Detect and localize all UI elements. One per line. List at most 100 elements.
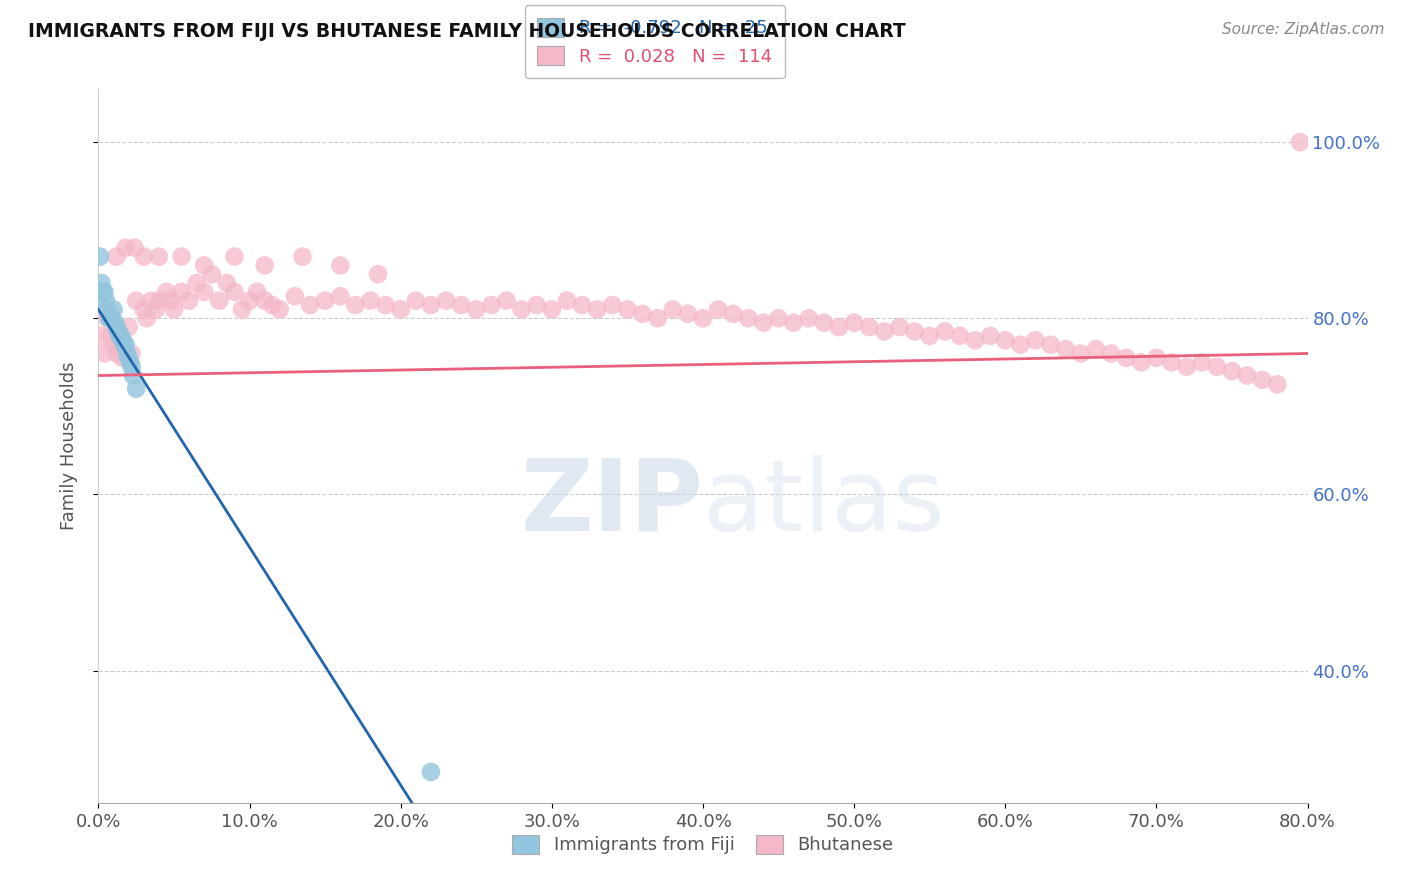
Point — [135, 311, 157, 326]
Point — [193, 285, 215, 299]
Point — [215, 276, 238, 290]
Point — [262, 298, 284, 312]
Point — [1236, 368, 1258, 383]
Point — [481, 298, 503, 312]
Point — [246, 285, 269, 299]
Point — [108, 329, 131, 343]
Point — [111, 333, 134, 347]
Point — [329, 289, 352, 303]
Point — [889, 320, 911, 334]
Point — [170, 250, 193, 264]
Point — [145, 302, 167, 317]
Point — [367, 267, 389, 281]
Point — [110, 329, 132, 343]
Text: atlas: atlas — [703, 455, 945, 551]
Point — [602, 298, 624, 312]
Point — [1160, 355, 1182, 369]
Point — [208, 293, 231, 308]
Point — [132, 250, 155, 264]
Point — [904, 325, 927, 339]
Point — [269, 302, 291, 317]
Point — [125, 382, 148, 396]
Point — [692, 311, 714, 326]
Point — [1191, 355, 1213, 369]
Point — [1010, 337, 1032, 351]
Point — [1024, 333, 1046, 347]
Point — [389, 302, 412, 317]
Point — [101, 311, 124, 326]
Point — [148, 250, 170, 264]
Point — [103, 302, 125, 317]
Point — [540, 302, 562, 317]
Point — [121, 359, 143, 374]
Point — [114, 337, 136, 351]
Point — [1099, 346, 1122, 360]
Point — [813, 316, 835, 330]
Point — [112, 337, 135, 351]
Point — [132, 302, 155, 317]
Point — [616, 302, 638, 317]
Point — [1175, 359, 1198, 374]
Point — [586, 302, 609, 317]
Point — [105, 346, 128, 360]
Point — [107, 325, 129, 339]
Point — [1070, 346, 1092, 360]
Point — [291, 250, 314, 264]
Point — [873, 325, 896, 339]
Point — [155, 285, 177, 299]
Point — [450, 298, 472, 312]
Y-axis label: Family Households: Family Households — [59, 362, 77, 530]
Point — [111, 351, 134, 365]
Point — [737, 311, 759, 326]
Point — [193, 259, 215, 273]
Point — [121, 346, 143, 360]
Point — [160, 293, 183, 308]
Text: ZIP: ZIP — [520, 455, 703, 551]
Point — [360, 293, 382, 308]
Point — [858, 320, 880, 334]
Point — [1130, 355, 1153, 369]
Point — [1267, 377, 1289, 392]
Point — [96, 302, 118, 317]
Point — [148, 293, 170, 308]
Point — [420, 764, 443, 779]
Point — [768, 311, 790, 326]
Point — [844, 316, 866, 330]
Point — [163, 302, 186, 317]
Point — [104, 316, 127, 330]
Point — [434, 293, 457, 308]
Point — [90, 276, 112, 290]
Point — [141, 293, 163, 308]
Point — [374, 298, 396, 312]
Point — [797, 311, 820, 326]
Point — [90, 329, 112, 343]
Point — [98, 311, 121, 326]
Point — [105, 250, 128, 264]
Point — [1251, 373, 1274, 387]
Point — [105, 320, 128, 334]
Point — [170, 285, 193, 299]
Point — [707, 302, 730, 317]
Point — [495, 293, 517, 308]
Point — [124, 241, 146, 255]
Point — [1289, 135, 1312, 149]
Point — [100, 329, 122, 343]
Point — [344, 298, 367, 312]
Point — [93, 346, 115, 360]
Point — [510, 302, 533, 317]
Point — [118, 320, 141, 334]
Point — [115, 346, 138, 360]
Point — [526, 298, 548, 312]
Point — [420, 298, 443, 312]
Point — [231, 302, 253, 317]
Point — [179, 293, 201, 308]
Point — [94, 293, 117, 308]
Point — [253, 293, 276, 308]
Point — [186, 276, 208, 290]
Point — [676, 307, 699, 321]
Point — [994, 333, 1017, 347]
Point — [1039, 337, 1062, 351]
Point — [96, 311, 118, 326]
Point — [89, 250, 111, 264]
Point — [299, 298, 322, 312]
